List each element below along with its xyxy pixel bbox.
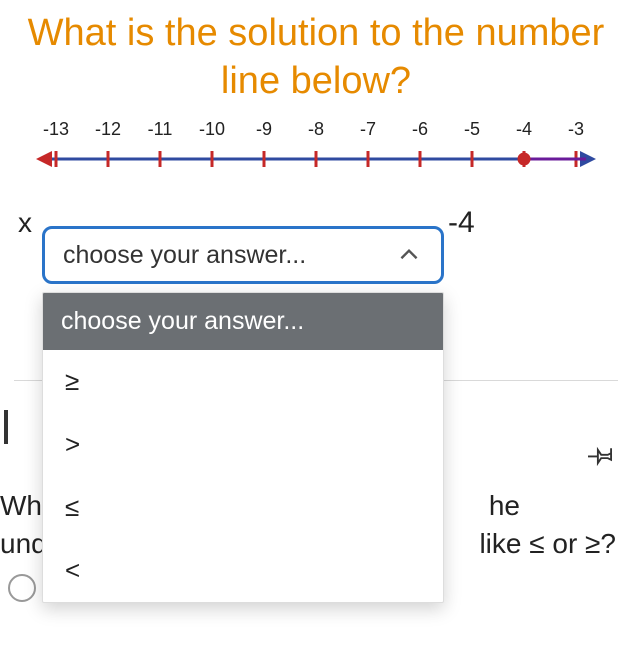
rhs-value: -4	[448, 206, 475, 240]
variable-label: x	[18, 207, 32, 239]
chevron-up-icon	[391, 237, 427, 273]
radio-option[interactable]	[8, 574, 36, 602]
dropdown-panel: choose your answer... ≥ > ≤ <	[42, 292, 444, 603]
numline-label: -3	[568, 119, 584, 140]
question-title: What is the solution to the number line …	[0, 0, 632, 119]
dropdown-option-gt[interactable]: >	[43, 413, 443, 476]
dropdown-option-lt[interactable]: <	[43, 539, 443, 602]
dropdown-option-le[interactable]: ≤	[43, 476, 443, 539]
dropdown-option-ge[interactable]: ≥	[43, 350, 443, 413]
dropdown-toggle[interactable]: choose your answer...	[42, 226, 444, 284]
dropdown-selected-label[interactable]: choose your answer...	[43, 293, 443, 350]
number-line-svg	[36, 145, 596, 181]
numline-label: -6	[412, 119, 428, 140]
numline-label: -11	[148, 119, 173, 140]
numline-label: -7	[360, 119, 376, 140]
number-line: -13 -12 -11 -10 -9 -8 -7 -6 -5 -4 -3	[36, 119, 596, 181]
pin-icon[interactable]	[588, 440, 616, 473]
bg-fragment-he: he	[489, 490, 520, 522]
bg-fragment-wh: Wh	[0, 490, 42, 522]
bg-fragment-und: und	[0, 528, 47, 560]
numline-label: -5	[464, 119, 480, 140]
numline-label: -8	[308, 119, 324, 140]
numline-label: -4	[516, 119, 532, 140]
bg-fragment-like: like ≤ or ≥?	[479, 528, 616, 560]
numline-label: -10	[199, 119, 225, 140]
dropdown-placeholder: choose your answer...	[63, 241, 306, 270]
answer-dropdown[interactable]: choose your answer... choose your answer…	[42, 226, 444, 603]
numline-label: -12	[95, 119, 121, 140]
numline-label: -13	[43, 119, 69, 140]
numline-label: -9	[256, 119, 272, 140]
